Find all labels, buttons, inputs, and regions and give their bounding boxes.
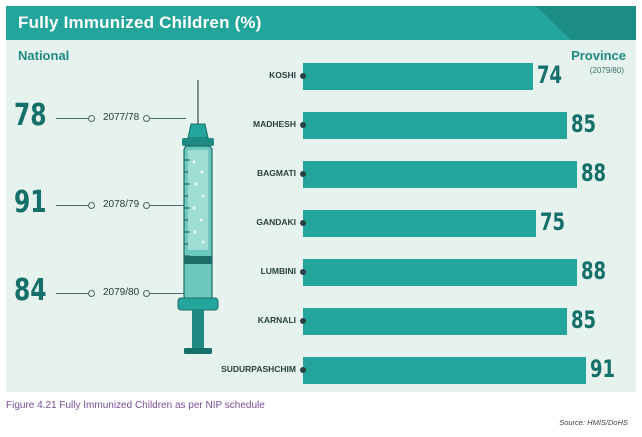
province-value-label: 85	[571, 306, 597, 334]
province-dot	[300, 73, 306, 79]
national-value: 91	[14, 185, 47, 220]
province-heading: Province	[571, 48, 626, 63]
province-label: SUDURPASHCHIM	[221, 364, 296, 374]
province-dot	[300, 122, 306, 128]
national-value: 78	[14, 98, 47, 133]
province-bar	[303, 357, 586, 384]
province-label: KARNALI	[257, 315, 296, 325]
province-bar	[303, 210, 536, 237]
province-value-label: 74	[537, 61, 563, 89]
province-value-label: 88	[581, 257, 607, 285]
chart-title: Fully Immunized Children (%)	[18, 13, 262, 32]
province-dot	[300, 318, 306, 324]
national-connector-right	[148, 293, 186, 294]
province-bar	[303, 63, 533, 90]
province-label: BAGMATI	[256, 168, 296, 178]
national-connector	[56, 205, 88, 206]
national-connector-right	[148, 205, 186, 206]
national-connector-right	[148, 118, 186, 119]
province-dot	[300, 269, 306, 275]
chart-panel: Fully Immunized Children (%) National Pr…	[6, 6, 636, 392]
province-period: (2079/80)	[589, 66, 624, 75]
figure-caption: Figure 4.21 Fully Immunized Children as …	[6, 400, 265, 411]
national-dot-right	[143, 115, 150, 122]
province-dot	[300, 220, 306, 226]
province-label: KOSHI	[269, 70, 296, 80]
province-value-label: 85	[571, 110, 597, 138]
province-value-label: 75	[540, 208, 566, 236]
source-note: Source: HMIS/DoHS	[559, 418, 628, 427]
national-value: 84	[14, 273, 47, 308]
national-dot-right	[143, 202, 150, 209]
national-dot	[88, 202, 95, 209]
national-year-label: 2078/79	[103, 199, 140, 210]
header-band: Fully Immunized Children (%)	[6, 6, 636, 40]
national-dot-right	[143, 290, 150, 297]
national-year-label: 2079/80	[103, 287, 140, 298]
national-dot	[88, 115, 95, 122]
province-value-label: 91	[590, 355, 616, 383]
province-bar	[303, 259, 577, 286]
national-year-label: 2077/78	[103, 112, 140, 123]
province-dot	[300, 171, 306, 177]
province-label: GANDAKI	[256, 217, 296, 227]
national-heading: National	[18, 48, 70, 63]
province-label: MADHESH	[253, 119, 296, 129]
national-dot	[88, 290, 95, 297]
province-bar	[303, 112, 567, 139]
syringe-icon	[177, 80, 219, 354]
province-bar	[303, 161, 577, 188]
header-notch-decoration	[536, 6, 636, 40]
province-bar	[303, 308, 567, 335]
province-label: LUMBINI	[260, 266, 296, 276]
national-connector	[56, 118, 88, 119]
national-connector	[56, 293, 88, 294]
province-value-label: 88	[581, 159, 607, 187]
province-dot	[300, 367, 306, 373]
